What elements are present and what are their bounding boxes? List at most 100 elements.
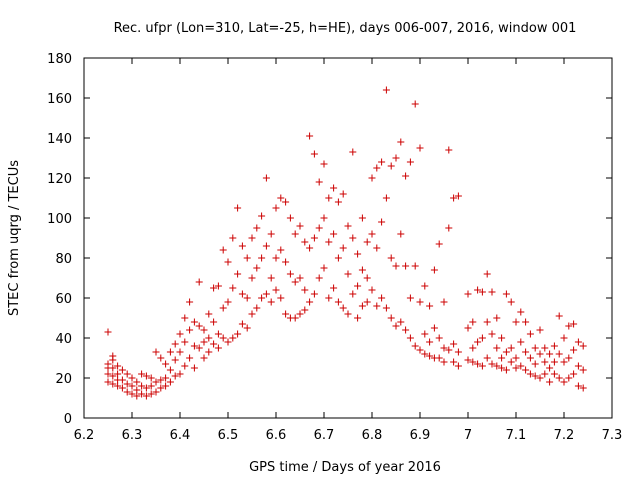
data-point bbox=[358, 302, 366, 310]
data-point bbox=[262, 242, 270, 250]
data-point bbox=[118, 384, 126, 392]
data-point bbox=[344, 270, 352, 278]
y-tick-label: 60 bbox=[55, 292, 72, 307]
data-point bbox=[450, 358, 458, 366]
data-point bbox=[541, 358, 549, 366]
data-point bbox=[373, 302, 381, 310]
data-point bbox=[474, 338, 482, 346]
data-point bbox=[541, 344, 549, 352]
data-point bbox=[349, 148, 357, 156]
data-point bbox=[349, 234, 357, 242]
data-point bbox=[522, 366, 530, 374]
x-tick-label: 7.3 bbox=[602, 428, 623, 443]
data-point bbox=[104, 378, 112, 386]
data-point bbox=[469, 318, 477, 326]
data-point bbox=[570, 320, 578, 328]
data-point bbox=[325, 238, 333, 246]
y-tick-label: 160 bbox=[47, 92, 72, 107]
data-point bbox=[162, 360, 170, 368]
data-point bbox=[430, 324, 438, 332]
data-point bbox=[306, 244, 314, 252]
data-point bbox=[190, 318, 198, 326]
data-point bbox=[512, 364, 520, 372]
data-point bbox=[579, 366, 587, 374]
data-point bbox=[546, 378, 554, 386]
data-point bbox=[517, 308, 525, 316]
x-tick-label: 6.8 bbox=[362, 428, 383, 443]
data-point bbox=[190, 342, 198, 350]
data-point bbox=[267, 274, 275, 282]
data-point bbox=[138, 390, 146, 398]
data-point bbox=[406, 158, 414, 166]
data-point bbox=[330, 230, 338, 238]
data-point bbox=[574, 362, 582, 370]
data-point bbox=[243, 254, 251, 262]
data-point bbox=[349, 290, 357, 298]
data-point bbox=[382, 194, 390, 202]
x-tick-label: 6.6 bbox=[266, 428, 287, 443]
data-point bbox=[128, 374, 136, 382]
data-point bbox=[392, 262, 400, 270]
data-point bbox=[229, 334, 237, 342]
data-point bbox=[387, 254, 395, 262]
data-point bbox=[339, 304, 347, 312]
data-point bbox=[296, 222, 304, 230]
data-point bbox=[565, 322, 573, 330]
data-point bbox=[550, 342, 558, 350]
data-point bbox=[570, 370, 578, 378]
data-point bbox=[546, 350, 554, 358]
data-point bbox=[498, 354, 506, 362]
data-point bbox=[392, 154, 400, 162]
data-point bbox=[272, 204, 280, 212]
data-point bbox=[128, 390, 136, 398]
data-point bbox=[301, 238, 309, 246]
data-point bbox=[526, 330, 534, 338]
data-point bbox=[358, 214, 366, 222]
data-point bbox=[560, 358, 568, 366]
data-point bbox=[104, 328, 112, 336]
data-point bbox=[507, 344, 515, 352]
data-point bbox=[320, 214, 328, 222]
data-point bbox=[378, 158, 386, 166]
data-point bbox=[176, 330, 184, 338]
data-point bbox=[152, 378, 160, 386]
data-point bbox=[205, 348, 213, 356]
data-point bbox=[229, 234, 237, 242]
data-point bbox=[526, 370, 534, 378]
data-point bbox=[454, 348, 462, 356]
data-point bbox=[483, 354, 491, 362]
data-point bbox=[301, 306, 309, 314]
data-point bbox=[118, 366, 126, 374]
data-point bbox=[171, 340, 179, 348]
data-point bbox=[512, 318, 520, 326]
data-point bbox=[560, 334, 568, 342]
data-point bbox=[291, 314, 299, 322]
data-point bbox=[214, 330, 222, 338]
data-point bbox=[186, 326, 194, 334]
y-tick-label: 0 bbox=[64, 412, 72, 427]
data-point bbox=[157, 354, 165, 362]
data-point bbox=[238, 242, 246, 250]
data-point bbox=[142, 392, 150, 400]
x-tick-label: 7.1 bbox=[506, 428, 527, 443]
x-tick-label: 7.2 bbox=[554, 428, 575, 443]
data-point bbox=[426, 338, 434, 346]
data-point bbox=[507, 358, 515, 366]
x-axis: 6.2 6.3 6.4 6.5 6.6 6.7 6.8 6.9 7 7.1 7.2 7.3 bbox=[74, 58, 623, 443]
x-tick-label: 6.3 bbox=[122, 428, 143, 443]
data-point bbox=[421, 350, 429, 358]
data-point bbox=[166, 366, 174, 374]
data-point bbox=[210, 318, 218, 326]
data-point bbox=[320, 160, 328, 168]
data-point bbox=[373, 244, 381, 252]
x-tick-label: 6.9 bbox=[410, 428, 431, 443]
y-tick-label: 180 bbox=[47, 52, 72, 67]
data-point bbox=[181, 314, 189, 322]
data-point bbox=[267, 298, 275, 306]
data-point bbox=[474, 360, 482, 368]
data-point bbox=[416, 298, 424, 306]
data-point bbox=[469, 344, 477, 352]
data-point bbox=[550, 358, 558, 366]
data-point bbox=[483, 270, 491, 278]
data-point bbox=[579, 384, 587, 392]
